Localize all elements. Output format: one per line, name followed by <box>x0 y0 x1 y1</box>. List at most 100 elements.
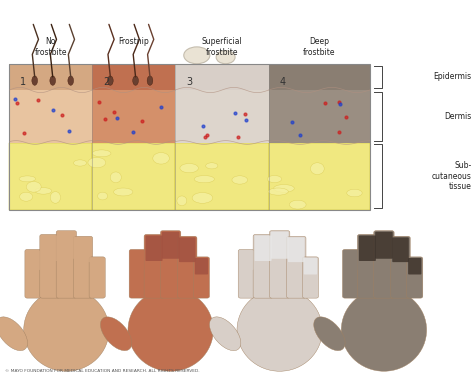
Ellipse shape <box>314 317 345 351</box>
Text: 4: 4 <box>280 77 286 87</box>
FancyBboxPatch shape <box>271 232 288 259</box>
Text: Epidermis: Epidermis <box>434 72 472 81</box>
Text: 1: 1 <box>20 77 27 87</box>
Ellipse shape <box>35 188 52 194</box>
Ellipse shape <box>194 176 214 183</box>
Ellipse shape <box>0 317 27 351</box>
Bar <box>9 142 92 210</box>
Bar <box>175 90 269 142</box>
FancyBboxPatch shape <box>255 236 272 261</box>
FancyBboxPatch shape <box>286 236 306 298</box>
FancyBboxPatch shape <box>56 231 76 298</box>
Ellipse shape <box>26 182 41 192</box>
FancyBboxPatch shape <box>407 257 423 298</box>
FancyBboxPatch shape <box>391 236 410 298</box>
Ellipse shape <box>273 184 294 192</box>
Ellipse shape <box>50 76 55 86</box>
Text: Sub-
cutaneous
tissue: Sub- cutaneous tissue <box>432 161 472 191</box>
Ellipse shape <box>24 289 109 371</box>
Ellipse shape <box>184 47 210 64</box>
Text: 2: 2 <box>103 77 109 87</box>
Ellipse shape <box>32 76 37 86</box>
Bar <box>9 64 92 90</box>
Ellipse shape <box>268 188 288 195</box>
Bar <box>175 142 269 210</box>
Bar <box>92 90 175 142</box>
Bar <box>269 142 370 210</box>
Ellipse shape <box>147 76 153 86</box>
FancyBboxPatch shape <box>238 249 255 298</box>
Ellipse shape <box>206 163 218 169</box>
Ellipse shape <box>210 317 241 351</box>
Ellipse shape <box>100 317 132 351</box>
Ellipse shape <box>216 51 235 64</box>
Ellipse shape <box>98 192 108 200</box>
FancyBboxPatch shape <box>129 249 146 298</box>
FancyBboxPatch shape <box>162 232 179 259</box>
Bar <box>269 64 370 90</box>
Text: Frostnip: Frostnip <box>118 38 149 46</box>
FancyBboxPatch shape <box>130 251 144 270</box>
FancyBboxPatch shape <box>374 231 394 298</box>
FancyBboxPatch shape <box>91 258 104 274</box>
Ellipse shape <box>110 172 121 183</box>
FancyBboxPatch shape <box>40 234 60 298</box>
FancyBboxPatch shape <box>179 237 195 262</box>
Ellipse shape <box>192 192 213 203</box>
Text: Deep
frostbite: Deep frostbite <box>303 38 336 57</box>
Ellipse shape <box>19 192 33 201</box>
Ellipse shape <box>73 160 87 166</box>
FancyBboxPatch shape <box>288 237 304 262</box>
Ellipse shape <box>177 196 187 206</box>
Text: Superficial
frostbite: Superficial frostbite <box>201 38 242 57</box>
Ellipse shape <box>108 76 113 86</box>
FancyBboxPatch shape <box>342 249 359 298</box>
Ellipse shape <box>128 289 213 371</box>
FancyBboxPatch shape <box>146 236 163 261</box>
Ellipse shape <box>50 192 61 203</box>
Ellipse shape <box>237 289 322 371</box>
Ellipse shape <box>153 153 169 164</box>
Ellipse shape <box>232 176 247 184</box>
Ellipse shape <box>68 76 73 86</box>
Ellipse shape <box>267 176 282 183</box>
Ellipse shape <box>133 76 138 86</box>
FancyBboxPatch shape <box>269 231 290 298</box>
FancyBboxPatch shape <box>359 236 376 261</box>
Bar <box>175 64 269 90</box>
Bar <box>269 90 370 142</box>
Ellipse shape <box>88 158 106 168</box>
FancyBboxPatch shape <box>160 231 181 298</box>
FancyBboxPatch shape <box>253 234 273 298</box>
FancyBboxPatch shape <box>375 232 392 259</box>
FancyBboxPatch shape <box>304 258 317 274</box>
FancyBboxPatch shape <box>302 257 319 298</box>
Text: Dermis: Dermis <box>445 112 472 121</box>
Bar <box>9 64 370 210</box>
FancyBboxPatch shape <box>408 258 421 274</box>
Ellipse shape <box>92 150 111 157</box>
Bar <box>92 142 175 210</box>
FancyBboxPatch shape <box>75 237 91 262</box>
Ellipse shape <box>114 188 133 196</box>
FancyBboxPatch shape <box>392 237 409 262</box>
FancyBboxPatch shape <box>357 234 377 298</box>
Ellipse shape <box>290 200 306 209</box>
Ellipse shape <box>19 176 36 182</box>
FancyBboxPatch shape <box>27 251 40 270</box>
Text: 3: 3 <box>186 77 192 87</box>
Text: © MAYO FOUNDATION FOR MEDICAL EDUCATION AND RESEARCH. ALL RIGHTS RESERVED.: © MAYO FOUNDATION FOR MEDICAL EDUCATION … <box>5 369 200 373</box>
Bar <box>9 90 92 142</box>
Ellipse shape <box>347 189 362 197</box>
FancyBboxPatch shape <box>89 257 105 298</box>
FancyBboxPatch shape <box>193 257 210 298</box>
FancyBboxPatch shape <box>41 236 58 261</box>
FancyBboxPatch shape <box>25 249 42 298</box>
Text: No
frostbite: No frostbite <box>35 38 67 57</box>
FancyBboxPatch shape <box>195 258 208 274</box>
FancyBboxPatch shape <box>58 232 75 259</box>
FancyBboxPatch shape <box>144 234 164 298</box>
FancyBboxPatch shape <box>344 251 358 270</box>
Bar <box>92 64 175 90</box>
Ellipse shape <box>341 289 427 371</box>
